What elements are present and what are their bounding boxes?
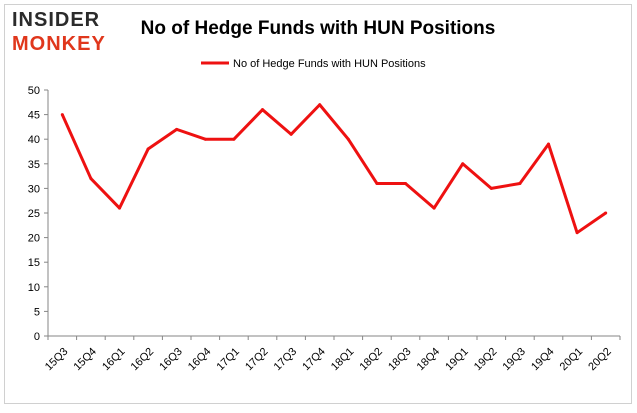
y-tick-label: 0	[34, 331, 40, 343]
y-tick-label: 5	[34, 306, 40, 318]
data-point	[375, 181, 379, 185]
data-point	[461, 162, 465, 166]
data-point	[404, 181, 407, 185]
logo-line-1: INSIDER	[12, 9, 100, 31]
y-tick-label: 45	[28, 110, 40, 122]
data-point	[146, 147, 150, 151]
y-tick-label: 40	[28, 134, 40, 146]
insider-monkey-logo: INSIDER MONKEY	[12, 9, 106, 55]
data-point	[289, 132, 293, 136]
data-point	[175, 127, 179, 131]
data-point	[346, 137, 350, 141]
data-point	[575, 231, 579, 235]
chart-title: No of Hedge Funds with HUN Positions	[141, 18, 496, 39]
y-ticks: 0 5 10 15 20 25 30 35 40 45 50	[28, 85, 48, 343]
legend: No of Hedge Funds with HUN Positions	[201, 58, 426, 70]
data-point	[547, 142, 550, 146]
data-point	[60, 113, 64, 117]
data-point	[604, 211, 608, 215]
y-tick-label: 15	[28, 257, 40, 269]
y-tick-label: 10	[28, 282, 40, 294]
data-point	[232, 137, 236, 141]
data-point	[203, 137, 207, 141]
data-point	[518, 181, 522, 185]
data-point	[118, 206, 121, 210]
data-point	[489, 186, 493, 190]
y-tick-label: 50	[28, 85, 40, 97]
data-point	[432, 206, 436, 210]
y-tick-label: 20	[28, 233, 40, 245]
legend-label: No of Hedge Funds with HUN Positions	[233, 58, 426, 70]
series-layer	[60, 103, 608, 235]
data-point	[261, 108, 264, 112]
y-tick-label: 30	[28, 183, 40, 195]
y-tick-label: 35	[28, 159, 40, 171]
y-tick-label: 25	[28, 208, 40, 220]
data-point	[89, 177, 93, 181]
logo-line-2: MONKEY	[12, 33, 106, 55]
series-line	[60, 103, 607, 235]
data-point	[318, 103, 322, 107]
chart-frame	[4, 4, 632, 404]
